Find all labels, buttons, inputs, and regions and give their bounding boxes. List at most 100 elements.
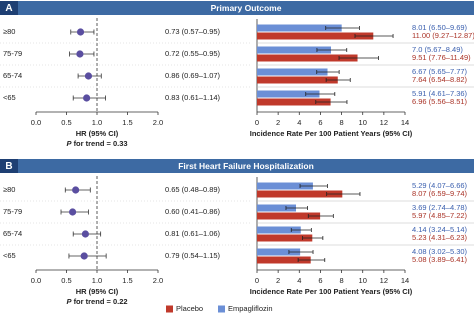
category-label: ≥80 (3, 27, 15, 36)
legend-swatch (218, 305, 225, 313)
x-tick-label: 14 (401, 276, 409, 285)
x-tick-label: 1.0 (92, 118, 102, 127)
x-axis-title: Incidence Rate Per 100 Patient Years (95… (250, 129, 413, 138)
x-tick-label: 6 (318, 276, 322, 285)
value-label: 5.23 (4.31–6.23) (412, 233, 468, 242)
x-tick-label: 0 (255, 118, 259, 127)
value-label: 4.14 (3.24–5.14) (412, 225, 468, 234)
x-tick-label: 8 (339, 276, 343, 285)
bar (257, 46, 331, 54)
panel-letter: B (5, 161, 12, 172)
x-axis-title: Incidence Rate Per 100 Patient Years (95… (250, 287, 413, 296)
value-label: 7.64 (6.54–8.82) (412, 75, 468, 84)
trend-symbol: P (66, 297, 72, 306)
x-tick-label: 0 (255, 276, 259, 285)
value-label: 6.96 (5.56–8.51) (412, 97, 468, 106)
x-tick-label: 12 (380, 118, 388, 127)
panel-header (0, 159, 474, 173)
panel-letter: A (5, 3, 12, 14)
bar (257, 32, 374, 40)
x-tick-label: 10 (359, 276, 367, 285)
value-label: 6.67 (5.65–7.77) (412, 67, 468, 76)
bar (257, 234, 313, 242)
hr-point (84, 72, 93, 80)
x-tick-label: 2.0 (153, 276, 163, 285)
category-label: 75-79 (3, 207, 22, 216)
bar (257, 98, 331, 106)
bar (257, 68, 328, 76)
x-tick-label: 6 (318, 118, 322, 127)
hr-point (69, 208, 77, 216)
x-axis-title: HR (95% CI) (76, 287, 119, 296)
hr-label: 0.81 (0.61–1.06) (165, 229, 221, 238)
hr-point (81, 230, 90, 238)
hr-point (80, 252, 88, 260)
value-label: 5.08 (3.89–6.41) (412, 255, 468, 264)
category-label: 65-74 (3, 71, 22, 80)
panel-title: Primary Outcome (211, 3, 282, 13)
bar (257, 182, 313, 190)
bar (257, 212, 321, 220)
x-tick-label: 14 (401, 118, 409, 127)
x-tick-label: 1.5 (122, 276, 132, 285)
x-tick-label: 4 (297, 118, 301, 127)
hr-point (83, 94, 91, 102)
value-label: 3.69 (2.74–4.78) (412, 203, 468, 212)
trend-text: for trend = 0.33 (74, 139, 128, 148)
category-label: 65-74 (3, 229, 22, 238)
x-tick-label: 1.0 (92, 276, 102, 285)
x-tick-label: 4 (297, 276, 301, 285)
bar (257, 204, 297, 212)
hr-label: 0.79 (0.54–1.15) (165, 251, 221, 260)
hr-label: 0.72 (0.55–0.95) (165, 49, 221, 58)
bar (257, 256, 311, 264)
bar (257, 190, 343, 198)
category-label: <65 (3, 93, 16, 102)
bar (257, 24, 342, 32)
x-tick-label: 2.0 (153, 118, 163, 127)
panel-letter-box (0, 159, 18, 173)
x-axis-title: HR (95% CI) (76, 129, 119, 138)
hr-label: 0.83 (0.61–1.14) (165, 93, 221, 102)
panel-letter-box (0, 1, 18, 15)
x-tick-label: 10 (359, 118, 367, 127)
x-tick-label: 2 (276, 276, 280, 285)
x-tick-label: 2 (276, 118, 280, 127)
legend-label: Placebo (176, 304, 203, 313)
bar (257, 90, 320, 98)
value-label: 8.01 (6.50–9.69) (412, 23, 468, 32)
hr-label: 0.73 (0.57–0.95) (165, 27, 221, 36)
x-tick-label: 0.5 (61, 276, 71, 285)
hr-point (76, 28, 85, 36)
legend-label: Empagliflozin (228, 304, 273, 313)
bar (257, 226, 301, 234)
value-label: 5.97 (4.85–7.22) (412, 211, 468, 220)
value-label: 8.07 (6.59–9.74) (412, 189, 468, 198)
hr-label: 0.86 (0.69–1.07) (165, 71, 221, 80)
category-label: 75-79 (3, 49, 22, 58)
trend-text: for trend = 0.22 (74, 297, 128, 306)
x-tick-label: 1.5 (122, 118, 132, 127)
value-label: 5.91 (4.61–7.36) (412, 89, 468, 98)
x-tick-label: 0.5 (61, 118, 71, 127)
value-label: 4.08 (3.02–5.30) (412, 247, 468, 256)
hr-label: 0.65 (0.48–0.89) (165, 185, 221, 194)
x-tick-label: 0.0 (31, 276, 41, 285)
x-tick-label: 12 (380, 276, 388, 285)
hr-label: 0.60 (0.41–0.86) (165, 207, 221, 216)
trend-note: P for trend = 0.22 (66, 297, 127, 306)
category-label: ≥80 (3, 185, 15, 194)
value-label: 9.51 (7.76–11.49) (412, 53, 471, 62)
legend-swatch (166, 305, 173, 313)
trend-note: P for trend = 0.33 (66, 139, 127, 148)
value-label: 5.29 (4.07–6.66) (412, 181, 468, 190)
panel-header (0, 1, 474, 15)
bar (257, 248, 301, 256)
value-label: 11.00 (9.27–12.87) (412, 31, 474, 40)
trend-symbol: P (66, 139, 72, 148)
bar (257, 54, 358, 62)
hr-point (72, 186, 80, 194)
value-label: 7.0 (5.67–8.49) (412, 45, 463, 54)
x-tick-label: 8 (339, 118, 343, 127)
